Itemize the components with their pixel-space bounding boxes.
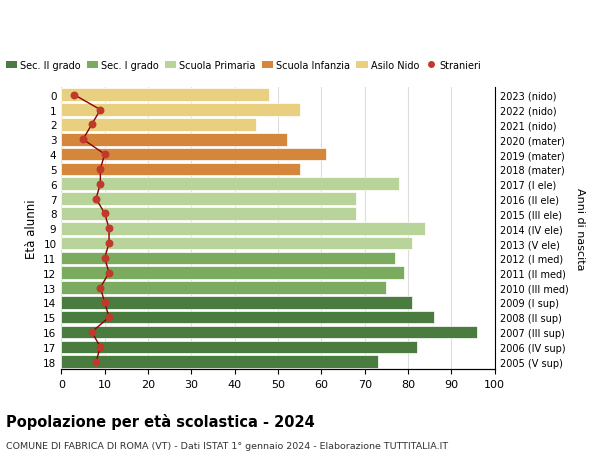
Point bbox=[95, 166, 105, 173]
Point bbox=[104, 240, 114, 247]
Bar bbox=[61, 326, 478, 339]
Bar bbox=[61, 119, 256, 131]
Point bbox=[87, 122, 97, 129]
Y-axis label: Anni di nascita: Anni di nascita bbox=[575, 188, 585, 270]
Point bbox=[95, 106, 105, 114]
Point bbox=[70, 92, 79, 99]
Bar bbox=[61, 311, 434, 324]
Bar bbox=[61, 163, 300, 176]
Point bbox=[100, 151, 109, 158]
Text: Popolazione per età scolastica - 2024: Popolazione per età scolastica - 2024 bbox=[6, 413, 315, 429]
Point bbox=[78, 136, 88, 144]
Point bbox=[104, 314, 114, 321]
Bar bbox=[61, 148, 326, 161]
Point bbox=[100, 210, 109, 218]
Bar bbox=[61, 223, 425, 235]
Bar bbox=[61, 282, 386, 294]
Point bbox=[104, 269, 114, 277]
Bar bbox=[61, 90, 269, 102]
Point bbox=[104, 225, 114, 232]
Bar bbox=[61, 193, 356, 206]
Bar bbox=[61, 267, 404, 280]
Bar bbox=[61, 297, 412, 309]
Text: COMUNE DI FABRICA DI ROMA (VT) - Dati ISTAT 1° gennaio 2024 - Elaborazione TUTTI: COMUNE DI FABRICA DI ROMA (VT) - Dati IS… bbox=[6, 441, 448, 450]
Bar bbox=[61, 207, 356, 220]
Point bbox=[87, 329, 97, 336]
Bar bbox=[61, 252, 395, 264]
Legend: Sec. II grado, Sec. I grado, Scuola Primaria, Scuola Infanzia, Asilo Nido, Stran: Sec. II grado, Sec. I grado, Scuola Prim… bbox=[2, 56, 485, 74]
Bar bbox=[61, 341, 417, 353]
Point bbox=[100, 299, 109, 306]
Point bbox=[91, 196, 101, 203]
Bar bbox=[61, 356, 378, 368]
Point bbox=[95, 343, 105, 351]
Point bbox=[95, 284, 105, 291]
Y-axis label: Età alunni: Età alunni bbox=[25, 199, 38, 258]
Bar bbox=[61, 104, 300, 117]
Bar bbox=[61, 237, 412, 250]
Bar bbox=[61, 178, 400, 190]
Point bbox=[100, 255, 109, 262]
Point bbox=[91, 358, 101, 365]
Bar bbox=[61, 134, 287, 146]
Point bbox=[95, 181, 105, 188]
